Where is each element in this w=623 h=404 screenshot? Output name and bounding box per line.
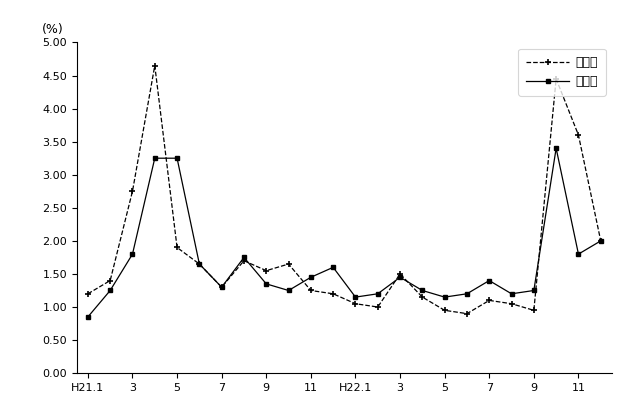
離職率 (530, 288, 538, 293)
入職率 (240, 258, 248, 263)
入職率 (307, 288, 315, 293)
離職率 (107, 288, 114, 293)
離職率 (84, 315, 92, 320)
入職率 (352, 301, 359, 306)
離職率 (285, 288, 292, 293)
入職率 (553, 76, 560, 81)
離職率 (419, 288, 426, 293)
Line: 離職率: 離職率 (85, 146, 603, 320)
離職率 (173, 156, 181, 161)
離職率 (464, 291, 471, 296)
離職率 (553, 146, 560, 151)
入職率 (173, 245, 181, 250)
Line: 入職率: 入職率 (84, 62, 604, 317)
Text: (%): (%) (42, 23, 64, 36)
入職率 (485, 298, 493, 303)
入職率 (530, 308, 538, 313)
離職率 (262, 282, 270, 286)
入職率 (374, 305, 381, 309)
離職率 (129, 252, 136, 257)
入職率 (574, 133, 582, 137)
入職率 (597, 238, 604, 243)
入職率 (330, 291, 337, 296)
入職率 (262, 268, 270, 273)
離職率 (151, 156, 158, 161)
入職率 (107, 278, 114, 283)
入職率 (218, 285, 226, 290)
離職率 (307, 275, 315, 280)
離職率 (508, 291, 515, 296)
離職率 (396, 275, 404, 280)
離職率 (196, 262, 203, 267)
離職率 (352, 295, 359, 299)
入職率 (464, 311, 471, 316)
入職率 (151, 63, 158, 68)
入職率 (508, 301, 515, 306)
離職率 (574, 252, 582, 257)
離職率 (441, 295, 449, 299)
離職率 (330, 265, 337, 270)
入職率 (419, 295, 426, 299)
Legend: 入職率, 離職率: 入職率, 離職率 (518, 49, 606, 96)
離職率 (597, 238, 604, 243)
入職率 (285, 262, 292, 267)
入職率 (84, 291, 92, 296)
離職率 (218, 285, 226, 290)
入職率 (129, 189, 136, 194)
離職率 (240, 255, 248, 260)
入職率 (396, 271, 404, 276)
入職率 (441, 308, 449, 313)
離職率 (374, 291, 381, 296)
離職率 (485, 278, 493, 283)
入職率 (196, 262, 203, 267)
